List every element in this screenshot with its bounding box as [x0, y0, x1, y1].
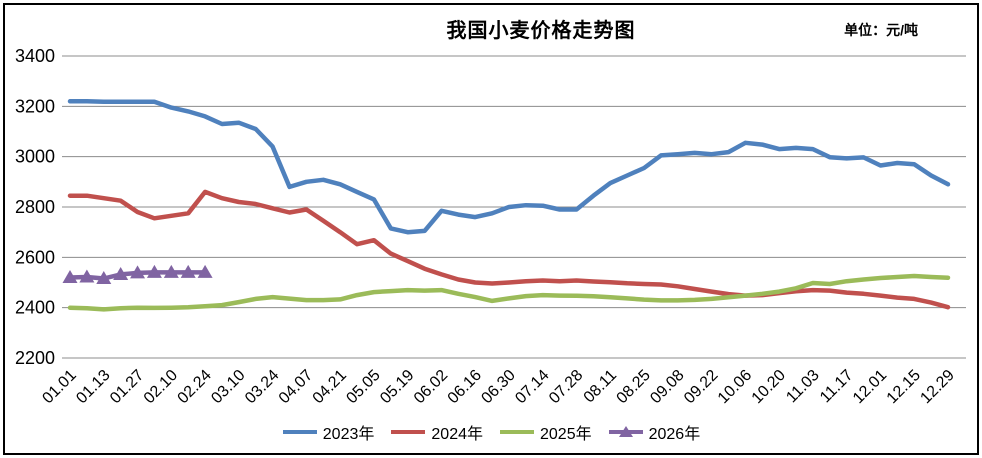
x-tick-label: 09.22	[681, 367, 721, 407]
x-tick-label: 07.28	[546, 367, 586, 407]
legend-item-2023年: 2023年	[282, 420, 375, 444]
x-tick-label: 12.29	[917, 367, 957, 407]
triangle-marker	[146, 264, 162, 278]
x-tick-label: 04.21	[310, 367, 350, 407]
legend-label: 2026年	[648, 426, 701, 443]
x-tick-label: 08.11	[581, 367, 621, 407]
triangle-marker	[113, 266, 129, 280]
x-tick-label: 06.30	[478, 367, 518, 407]
y-tick-label: 3400	[15, 46, 55, 66]
legend: 2023年 2024年 2025年 2026年	[0, 420, 982, 444]
x-tick-label: 10.20	[749, 367, 789, 407]
unit-label: 单位：元/吨	[844, 22, 918, 38]
triangle-marker	[62, 269, 78, 283]
x-tick-label: 08.25	[614, 367, 654, 407]
y-tick-label: 2400	[15, 298, 55, 318]
chart-border	[3, 3, 979, 455]
x-tick-label: 10.06	[715, 367, 755, 407]
legend-item-2024年: 2024年	[390, 420, 483, 444]
triangle-marker	[130, 265, 146, 279]
y-tick-label: 3200	[15, 96, 55, 116]
legend-label: 2024年	[431, 426, 483, 443]
x-tick-label: 06.16	[445, 367, 485, 407]
triangle-marker	[163, 264, 179, 278]
x-tick-label: 11.03	[783, 367, 823, 407]
x-tick-label: 05.19	[377, 367, 417, 407]
y-tick-label: 2600	[15, 247, 55, 267]
series-line-2023年	[67, 99, 951, 235]
triangle-marker	[180, 264, 196, 278]
x-tick-label: 09.08	[647, 367, 687, 407]
triangle-marker	[96, 270, 112, 284]
series-line-2025年	[67, 273, 951, 312]
y-tick-label: 2800	[15, 197, 55, 217]
legend-item-2026年: 2026年	[608, 420, 701, 444]
triangle-marker	[618, 426, 633, 437]
triangle-marker	[79, 269, 95, 283]
x-tick-label: 03.10	[208, 367, 248, 407]
x-tick-label: 01.01	[39, 367, 79, 407]
x-tick-label: 06.02	[411, 367, 451, 407]
legend-swatch	[608, 426, 643, 437]
triangle-marker	[197, 264, 213, 278]
series-line-2024年	[67, 189, 951, 310]
y-axis-labels: 3400 3200 3000 2800 2600 2400 2200	[15, 46, 55, 368]
x-tick-label: 02.24	[175, 367, 215, 407]
legend-swatch	[282, 430, 317, 434]
legend-swatch	[500, 430, 534, 434]
y-tick-label: 3000	[15, 147, 55, 167]
legend-swatch	[391, 430, 426, 434]
x-tick-label: 01.27	[107, 367, 147, 407]
legend-label: 2023年	[322, 426, 375, 443]
x-axis-labels: 01.0101.1301.2702.1002.2403.1003.2404.07…	[39, 367, 957, 407]
series-markers-2026年	[62, 264, 213, 284]
legend-item-2025年: 2025年	[499, 420, 592, 444]
x-tick-label: 11.17	[817, 367, 857, 407]
x-tick-label: 04.07	[276, 367, 316, 407]
y-tick-label: 2200	[15, 348, 55, 368]
legend-label: 2025年	[540, 426, 592, 443]
x-tick-label: 01.13	[73, 367, 113, 407]
x-tick-label: 02.10	[141, 367, 181, 407]
x-tick-label: 12.01	[850, 367, 890, 407]
x-tick-label: 07.14	[512, 367, 552, 407]
x-tick-label: 05.05	[343, 367, 383, 407]
x-tick-label: 12.15	[884, 367, 924, 407]
chart-title: 我国小麦价格走势图	[446, 20, 636, 42]
x-tick-label: 03.24	[242, 367, 282, 407]
